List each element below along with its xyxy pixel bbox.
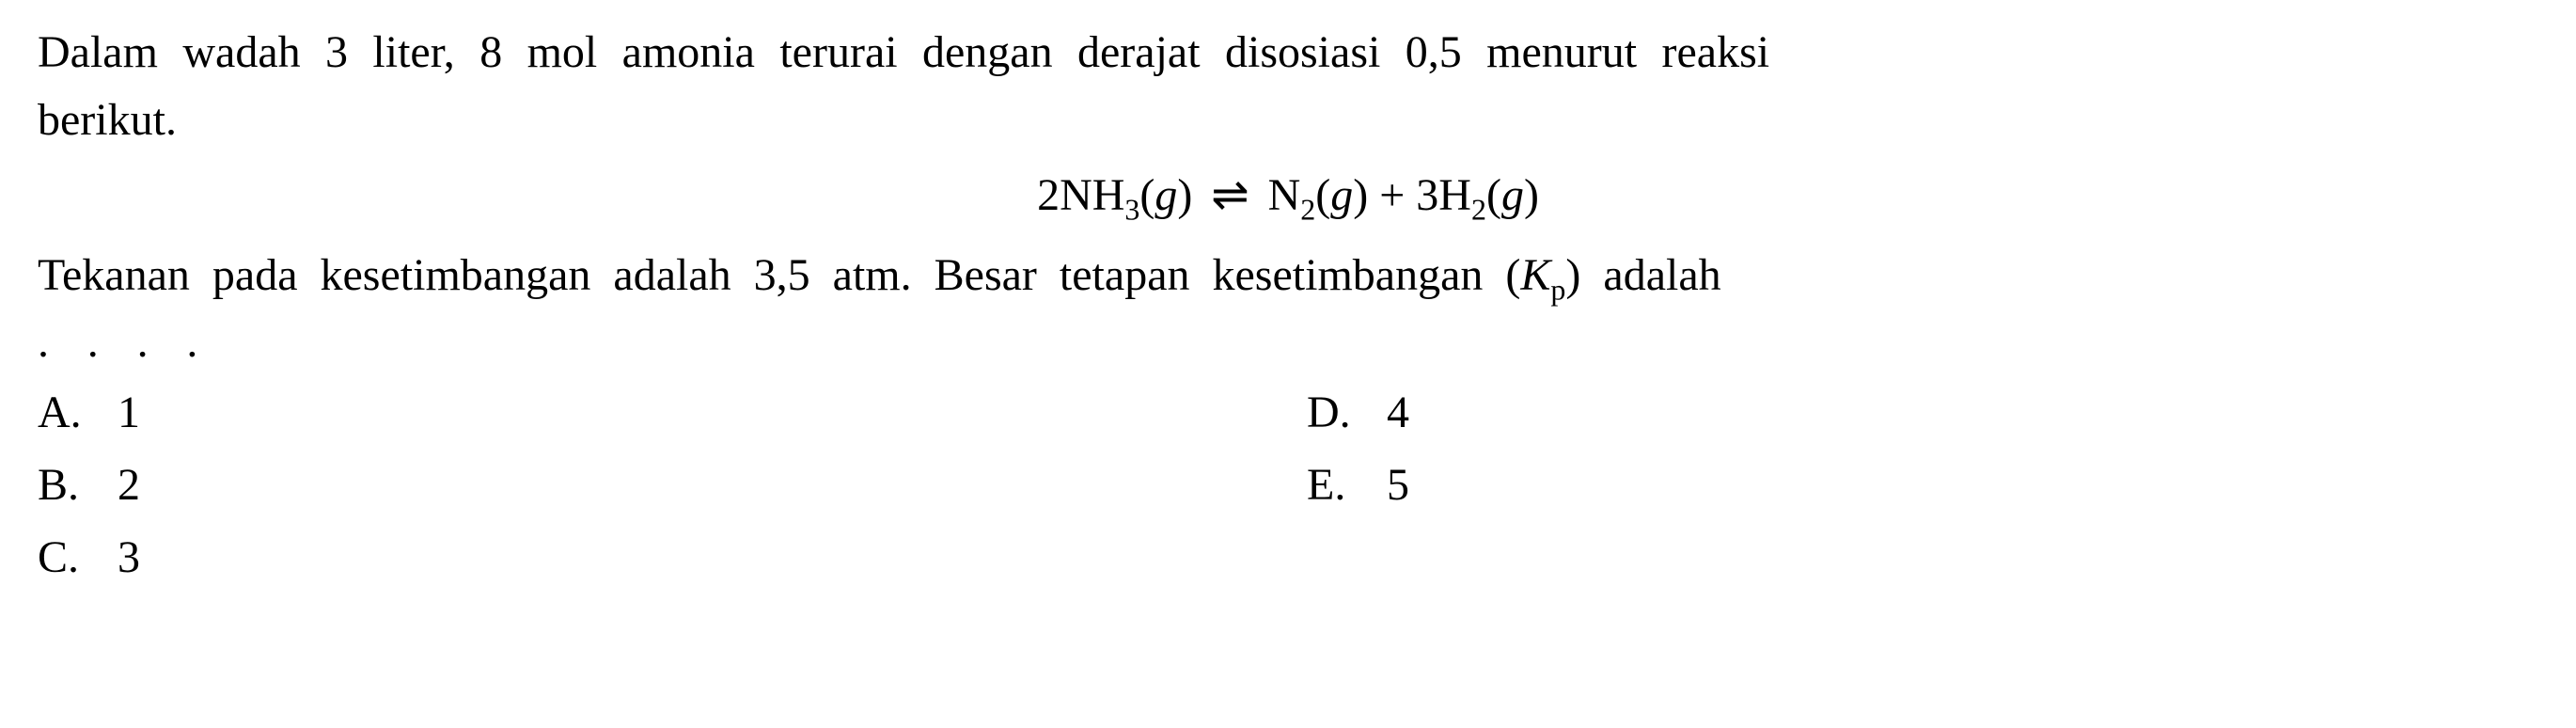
options-column-left: A. 1 B. 2 C. 3	[38, 377, 1307, 593]
kp-k: K	[1520, 250, 1550, 300]
equilibrium-arrow: ⇌	[1211, 168, 1249, 221]
h2-subscript: 2	[1471, 193, 1486, 227]
nh3-coeff: 2NH	[1037, 170, 1124, 220]
nh3-state-open: (	[1139, 170, 1154, 220]
kp-p: p	[1550, 272, 1565, 306]
option-c-letter: C.	[38, 522, 103, 594]
option-b-value: 2	[103, 450, 140, 522]
plus-sign: +	[1368, 170, 1416, 220]
option-c-value: 3	[103, 522, 140, 594]
options-container: A. 1 B. 2 C. 3 D. 4 E. 5	[38, 377, 2538, 593]
h2-state-close: )	[1524, 170, 1539, 220]
n2-subscript: 2	[1300, 193, 1315, 227]
options-column-right: D. 4 E. 5	[1307, 377, 1409, 593]
option-d-value: 4	[1373, 377, 1409, 450]
question-part2: Tekanan pada kesetimbangan adalah 3,5 at…	[38, 242, 2538, 312]
nh3-subscript: 3	[1124, 193, 1139, 227]
question-line2: berikut.	[38, 87, 2538, 154]
h2-state-open: (	[1486, 170, 1501, 220]
option-e-letter: E.	[1307, 450, 1373, 522]
option-a: A. 1	[38, 377, 1307, 450]
part2-suffix: ) adalah	[1565, 250, 1720, 300]
nh3-gas: g	[1154, 170, 1177, 220]
option-a-value: 1	[103, 377, 140, 450]
n2: N	[1268, 170, 1301, 220]
option-b: B. 2	[38, 450, 1307, 522]
option-e-value: 5	[1373, 450, 1409, 522]
part2-prefix: Tekanan pada kesetimbangan adalah 3,5 at…	[38, 250, 1520, 300]
option-d: D. 4	[1307, 377, 1409, 450]
option-e: E. 5	[1307, 450, 1409, 522]
h2-coeff: 3H	[1416, 170, 1471, 220]
nh3-state-close: )	[1177, 170, 1192, 220]
n2-state-open: (	[1315, 170, 1330, 220]
option-c: C. 3	[38, 522, 1307, 594]
n2-gas: g	[1330, 170, 1353, 220]
n2-state-close: )	[1353, 170, 1368, 220]
option-a-letter: A.	[38, 377, 103, 450]
option-d-letter: D.	[1307, 377, 1373, 450]
h2-gas: g	[1501, 170, 1524, 220]
option-b-letter: B.	[38, 450, 103, 522]
question-line1: Dalam wadah 3 liter, 8 mol amonia terura…	[38, 19, 2538, 87]
chemical-equation: 2NH3(g) ⇌ N2(g) + 3H2(g)	[38, 168, 2538, 228]
ellipsis-dots: . . . .	[38, 316, 2538, 368]
